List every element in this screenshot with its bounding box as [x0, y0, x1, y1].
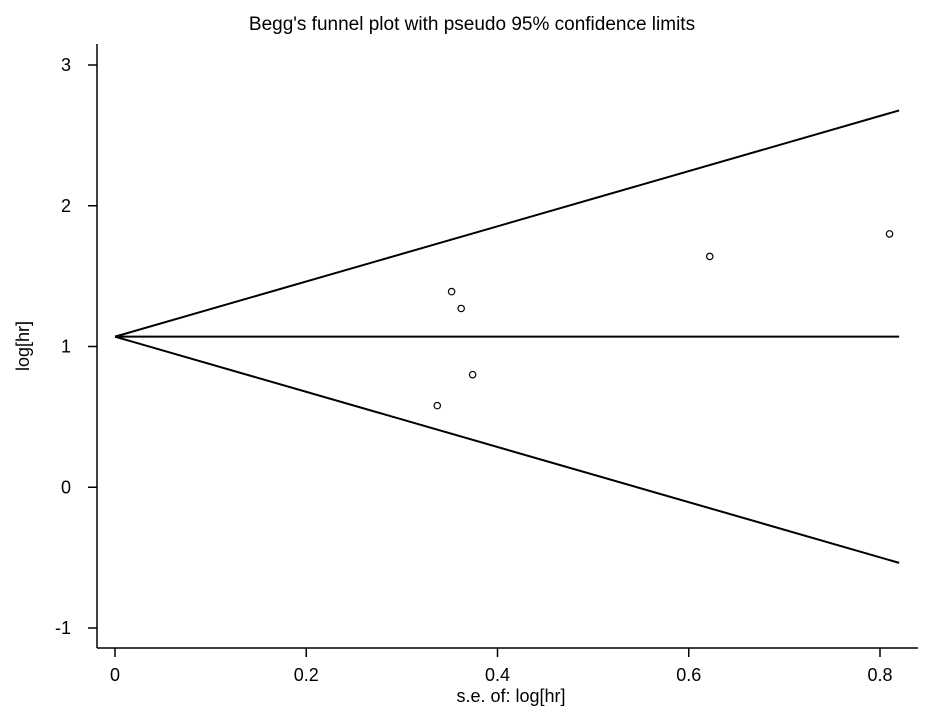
- y-ticks: -1 0 1 2 3: [55, 55, 97, 638]
- x-tick-label: 0.4: [485, 665, 510, 685]
- study-point: [447, 287, 456, 296]
- chart-title: Begg's funnel plot with pseudo 95% confi…: [249, 14, 695, 35]
- y-axis-label: log[hr]: [13, 321, 33, 371]
- x-tick-label: 0.2: [294, 665, 319, 685]
- y-tick-label: 0: [61, 477, 71, 497]
- y-tick-label: 2: [61, 196, 71, 216]
- x-tick-label: 0: [110, 665, 120, 685]
- x-tick-label: 0.8: [867, 665, 892, 685]
- y-tick-label: -1: [55, 618, 71, 638]
- study-point: [468, 370, 477, 379]
- study-point: [885, 230, 894, 238]
- study-point: [433, 401, 442, 410]
- data-points: [433, 230, 894, 410]
- y-tick-label: 3: [61, 55, 71, 75]
- x-ticks: 0 0.2 0.4 0.6 0.8: [110, 648, 893, 685]
- study-point: [457, 304, 465, 313]
- x-axis-label: s.e. of: log[hr]: [456, 686, 565, 706]
- study-point: [705, 252, 714, 261]
- x-tick-label: 0.6: [676, 665, 701, 685]
- upper-confidence-limit: [114, 109, 900, 338]
- lower-confidence-limit: [114, 335, 900, 564]
- y-tick-label: 1: [61, 337, 71, 357]
